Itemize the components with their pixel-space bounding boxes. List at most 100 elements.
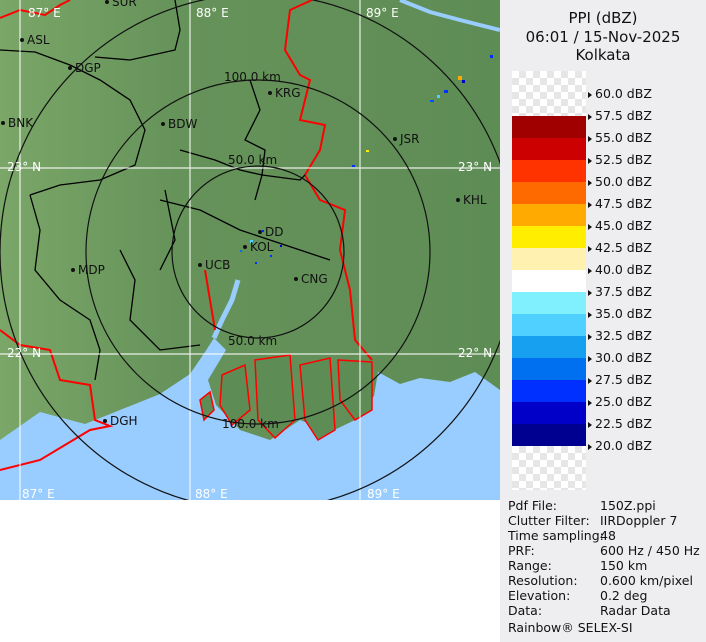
legend-band <box>512 424 586 446</box>
legend-band <box>512 248 586 270</box>
river-north <box>399 0 500 32</box>
legend-level: 40.0 dBZ <box>588 263 652 277</box>
city-label: BDW <box>168 117 197 131</box>
legend-above-range <box>512 71 586 116</box>
city-dot <box>1 121 5 125</box>
legend-level-label: 32.5 dBZ <box>595 328 652 343</box>
site-name: Kolkata <box>575 46 631 64</box>
info-row: Pdf File: 150Z.ppi <box>508 498 656 513</box>
grid-label: 23° N <box>7 160 41 174</box>
info-row: Time sampling:48 <box>508 528 616 543</box>
info-key: Clutter Filter: <box>508 513 590 528</box>
pointer-icon <box>588 289 592 296</box>
city-dot <box>103 419 107 423</box>
city-dot <box>456 198 460 202</box>
sundarbans-islands <box>199 354 373 442</box>
pointer-icon <box>588 443 592 450</box>
legend-level-label: 55.0 dBZ <box>595 130 652 145</box>
legend-band <box>512 270 586 292</box>
info-row: Data: Radar Data <box>508 603 671 618</box>
legend-level: 30.0 dBZ <box>588 351 652 365</box>
legend-level-label: 30.0 dBZ <box>595 350 652 365</box>
legend-level-label: 47.5 dBZ <box>595 196 652 211</box>
pointer-icon <box>588 201 592 208</box>
city-label: DD <box>265 225 283 239</box>
city-label: DGP <box>75 61 101 75</box>
info-key: Elevation: <box>508 588 571 603</box>
legend-band <box>512 226 586 248</box>
grid-label: 88° E <box>195 487 228 500</box>
state-borders <box>0 0 373 471</box>
city-label: KRG <box>275 86 301 100</box>
radar-map[interactable]: 100.0 km 50.0 km 50.0 km 100.0 km 87° E … <box>0 0 500 500</box>
info-row: Elevation: 0.2 deg <box>508 588 647 603</box>
legend-level: 32.5 dBZ <box>588 329 652 343</box>
pointer-icon <box>588 179 592 186</box>
pointer-icon <box>588 333 592 340</box>
info-row: Range: 150 km <box>508 558 647 573</box>
city-dot <box>161 122 165 126</box>
pointer-icon <box>588 421 592 428</box>
legend-level-label: 37.5 dBZ <box>595 284 652 299</box>
legend-band <box>512 336 586 358</box>
product-title: PPI (dBZ) <box>568 9 638 27</box>
range-rings <box>0 0 500 500</box>
pointer-icon <box>588 157 592 164</box>
city-label: CNG <box>301 272 328 286</box>
legend-level: 37.5 dBZ <box>588 285 652 299</box>
info-value: Radar Data <box>600 603 671 618</box>
info-value: 150 km <box>600 558 648 573</box>
info-key: Data: <box>508 603 543 618</box>
pointer-icon <box>588 267 592 274</box>
info-value: 48 <box>600 528 616 543</box>
legend-level: 20.0 dBZ <box>588 439 652 453</box>
city-dot <box>71 268 75 272</box>
city-dot <box>20 38 24 42</box>
ring-label: 50.0 km <box>228 153 277 167</box>
legend-level: 42.5 dBZ <box>588 241 652 255</box>
grid-label: 23° N <box>458 160 492 174</box>
info-value: 0.2 deg <box>600 588 648 603</box>
legend-level-label: 57.5 dBZ <box>595 108 652 123</box>
city-label: BNK <box>8 116 34 130</box>
city-dot <box>258 230 262 234</box>
pointer-icon <box>588 311 592 318</box>
info-row: Resolution: 0.600 km/pixel <box>508 573 693 588</box>
legend-panel: PPI (dBZ) 06:01 / 15-Nov-2025 Kolkata 60… <box>500 0 706 642</box>
legend-level: 45.0 dBZ <box>588 219 652 233</box>
legend-level: 55.0 dBZ <box>588 131 652 145</box>
grid-label: 87° E <box>28 6 61 20</box>
sea-area <box>0 338 500 500</box>
info-key: Pdf File: <box>508 498 557 513</box>
legend-level: 27.5 dBZ <box>588 373 652 387</box>
legend-band <box>512 138 586 160</box>
ring-labels: 100.0 km 50.0 km 50.0 km 100.0 km <box>222 70 281 431</box>
info-value: 600 Hz / 450 Hz <box>600 543 700 558</box>
info-key: Time sampling: <box>508 528 604 543</box>
district-borders <box>0 0 331 381</box>
city-dot <box>268 91 272 95</box>
legend-level: 50.0 dBZ <box>588 175 652 189</box>
info-value: 0.600 km/pixel <box>600 573 693 588</box>
city-dot <box>68 66 72 70</box>
legend-level-label: 22.5 dBZ <box>595 416 652 431</box>
scan-datetime: 06:01 / 15-Nov-2025 <box>525 28 681 46</box>
brand-label: Rainbow® SELEX-SI <box>508 620 633 635</box>
city-label: JSR <box>399 132 420 146</box>
ring-label: 100.0 km <box>224 70 281 84</box>
pointer-icon <box>588 135 592 142</box>
grid-label: 89° E <box>366 6 399 20</box>
grid-label: 22° N <box>7 346 41 360</box>
city-dot <box>243 245 247 249</box>
legend-band <box>512 380 586 402</box>
legend-band <box>512 160 586 182</box>
legend-band <box>512 182 586 204</box>
legend-level: 52.5 dBZ <box>588 153 652 167</box>
city-label: UCB <box>205 258 230 272</box>
pointer-icon <box>588 245 592 252</box>
lat-lon-grid <box>0 0 500 500</box>
city-dot <box>198 263 202 267</box>
ring-label: 100.0 km <box>222 417 279 431</box>
grid-labels: 87° E 88° E 89° E 23° N 23° N 22° N 22° … <box>7 6 492 500</box>
